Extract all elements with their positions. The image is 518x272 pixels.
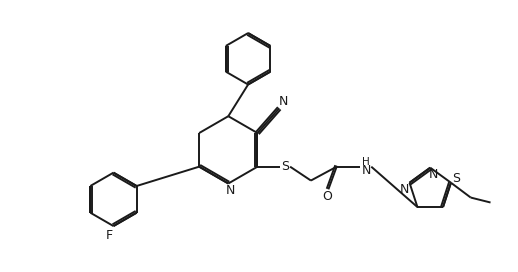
Text: N: N [400, 183, 409, 196]
Text: H: H [363, 157, 370, 167]
Text: O: O [322, 190, 332, 203]
Text: S: S [281, 160, 289, 173]
Text: F: F [106, 230, 113, 242]
Text: N: N [279, 95, 288, 108]
Text: N: N [428, 168, 438, 181]
Text: S: S [452, 172, 460, 185]
Text: N: N [226, 184, 235, 197]
Text: N: N [362, 164, 371, 177]
